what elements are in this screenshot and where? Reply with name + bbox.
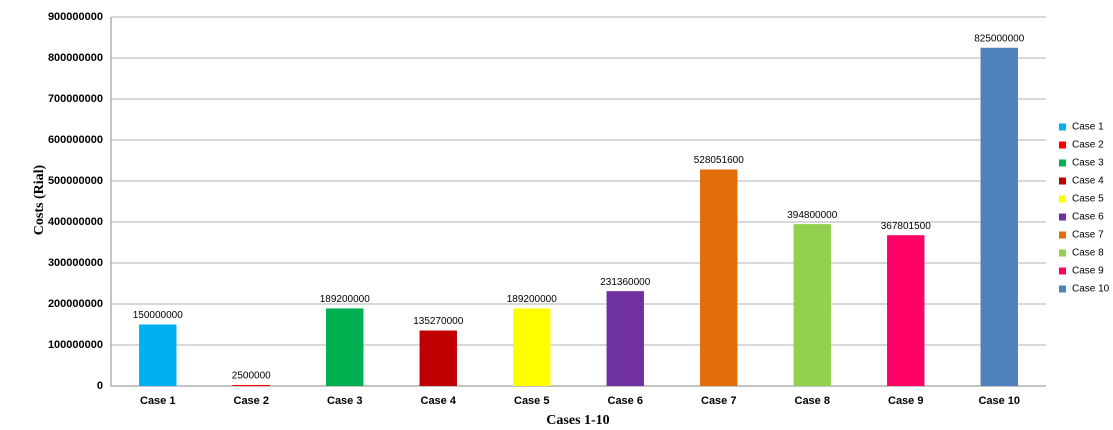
y-tick-label: 600000000 [48, 134, 103, 146]
legend-swatch [1059, 285, 1066, 293]
legend-label: Case 1 [1072, 122, 1104, 133]
legend-swatch [1059, 231, 1066, 239]
bar [700, 169, 738, 386]
legend-swatch [1059, 267, 1066, 275]
x-axis-title: Cases 1-10 [546, 413, 609, 428]
x-tick-label: Case 4 [421, 395, 457, 407]
bar [793, 224, 831, 386]
data-label: 150000000 [133, 310, 183, 321]
legend-swatch [1059, 141, 1066, 149]
bar [419, 330, 457, 386]
bar [887, 235, 925, 386]
data-label: 825000000 [974, 33, 1024, 44]
legend-label: Case 5 [1072, 194, 1104, 205]
y-tick-label: 300000000 [48, 257, 103, 269]
legend-label: Case 2 [1072, 140, 1104, 151]
x-tick-label: Case 8 [795, 395, 830, 407]
legend-swatch [1059, 159, 1066, 167]
legend-label: Case 3 [1072, 158, 1104, 169]
x-tick-label: Case 9 [888, 395, 923, 407]
bar [326, 308, 364, 386]
x-tick-label: Case 5 [514, 395, 549, 407]
legend-swatch [1059, 195, 1066, 203]
x-tick-label: Case 2 [234, 395, 269, 407]
legend-swatch [1059, 213, 1066, 221]
data-label: 189200000 [507, 294, 557, 305]
legend-swatch [1059, 123, 1066, 131]
bar [980, 47, 1018, 386]
y-tick-label: 400000000 [48, 216, 103, 228]
x-tick-label: Case 6 [608, 395, 643, 407]
y-tick-label: 500000000 [48, 175, 103, 187]
legend-label: Case 10 [1072, 284, 1110, 295]
data-label: 528051600 [694, 155, 744, 166]
x-tick-label: Case 1 [140, 395, 175, 407]
x-tick-label: Case 3 [327, 395, 362, 407]
y-tick-label: 200000000 [48, 298, 103, 310]
legend-label: Case 4 [1072, 176, 1104, 187]
legend-label: Case 7 [1072, 230, 1104, 241]
y-tick-label: 700000000 [48, 93, 103, 105]
bar [139, 324, 177, 386]
data-label: 231360000 [600, 277, 650, 288]
y-tick-label: 900000000 [48, 11, 103, 23]
y-tick-label: 0 [97, 380, 103, 392]
data-label: 394800000 [787, 210, 837, 221]
data-label: 367801500 [881, 221, 931, 232]
bar [606, 291, 644, 386]
y-axis-title: Costs (Rial) [32, 164, 47, 235]
legend-swatch [1059, 249, 1066, 257]
y-tick-label: 100000000 [48, 339, 103, 351]
legend-swatch [1059, 177, 1066, 185]
y-tick-label: 800000000 [48, 52, 103, 64]
legend-label: Case 8 [1072, 248, 1104, 259]
legend-label: Case 9 [1072, 266, 1104, 277]
bar [513, 308, 551, 386]
data-label: 189200000 [320, 294, 370, 305]
bar [232, 384, 270, 386]
data-label: 2500000 [232, 371, 271, 382]
legend-label: Case 6 [1072, 212, 1104, 223]
x-tick-label: Case 7 [701, 395, 736, 407]
x-tick-label: Case 10 [978, 395, 1020, 407]
data-label: 135270000 [413, 316, 463, 327]
